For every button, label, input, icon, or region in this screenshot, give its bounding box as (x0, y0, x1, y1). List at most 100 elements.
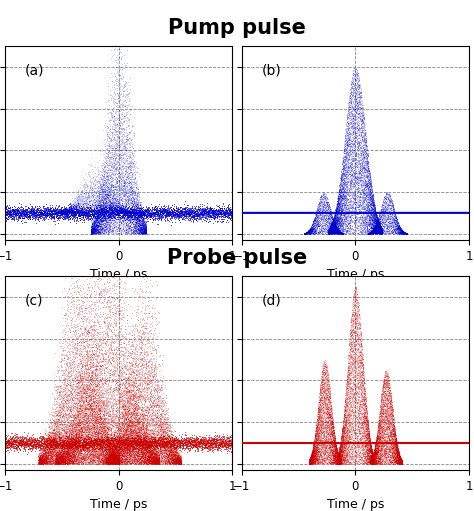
Point (142, 225, 150, 234)
Point (98, 185, 106, 194)
Point (155, 438, 163, 446)
Point (117, 205, 125, 213)
Point (339, 191, 346, 199)
Point (307, 454, 314, 462)
Point (317, 446, 325, 454)
Point (319, 436, 326, 444)
Point (60, 420, 68, 428)
Point (380, 207, 388, 215)
Point (60, 455, 68, 463)
Point (324, 198, 332, 206)
Point (64, 451, 71, 459)
Point (390, 459, 398, 467)
Point (388, 198, 395, 206)
Point (376, 429, 384, 437)
Point (118, 444, 126, 452)
Point (102, 206, 110, 214)
Point (369, 228, 376, 236)
Point (342, 194, 350, 202)
Point (130, 452, 137, 460)
Point (119, 439, 127, 447)
Point (374, 448, 382, 456)
Point (328, 218, 336, 226)
Point (117, 432, 124, 440)
Point (175, 460, 183, 468)
Point (56, 459, 64, 468)
Point (120, 440, 128, 449)
Point (320, 385, 328, 393)
Point (110, 205, 118, 213)
Point (113, 458, 120, 466)
Point (372, 217, 380, 225)
Point (358, 204, 365, 213)
Point (375, 452, 383, 460)
Point (342, 159, 350, 168)
Point (390, 220, 397, 228)
Point (388, 197, 396, 205)
Point (336, 229, 344, 237)
Point (108, 456, 116, 464)
Point (331, 439, 339, 447)
Point (92, 219, 100, 227)
Point (344, 164, 351, 172)
Point (28, 446, 36, 454)
Point (46, 454, 54, 462)
Point (150, 441, 158, 449)
Point (61, 206, 68, 214)
Point (144, 370, 151, 379)
Point (320, 220, 328, 228)
Point (396, 459, 404, 467)
Point (396, 456, 403, 464)
Point (87, 213, 95, 221)
Point (393, 223, 401, 231)
Point (81, 405, 89, 413)
Point (106, 451, 114, 459)
Point (384, 439, 392, 447)
Point (65, 406, 73, 414)
Point (142, 229, 150, 237)
Point (36, 438, 44, 446)
Point (130, 448, 137, 456)
Point (61, 459, 69, 467)
Point (149, 454, 157, 462)
Point (333, 228, 341, 236)
Point (196, 210, 204, 218)
Point (356, 342, 364, 350)
Point (89, 433, 97, 442)
Point (132, 199, 140, 207)
Point (89, 406, 96, 414)
Point (396, 455, 404, 463)
Point (397, 228, 404, 237)
Point (382, 381, 390, 389)
Point (331, 451, 338, 459)
Point (100, 285, 107, 293)
Point (370, 453, 377, 461)
Point (164, 437, 171, 445)
Point (217, 207, 225, 215)
Point (306, 455, 313, 463)
Point (92, 215, 100, 223)
Point (219, 433, 227, 442)
Point (122, 207, 130, 215)
Point (336, 229, 343, 237)
Point (219, 200, 227, 208)
Point (73, 444, 81, 452)
Point (370, 455, 378, 463)
Point (313, 438, 320, 446)
Point (369, 191, 376, 199)
Point (16, 435, 24, 444)
Point (368, 449, 376, 457)
Point (137, 459, 145, 467)
Point (117, 173, 124, 181)
Point (378, 228, 386, 237)
Point (132, 226, 139, 234)
Point (38, 456, 46, 464)
Point (114, 458, 121, 467)
Point (44, 451, 52, 459)
Point (370, 228, 378, 237)
Point (71, 444, 78, 452)
Point (224, 433, 231, 442)
Point (55, 452, 63, 460)
Point (87, 207, 94, 216)
Point (116, 435, 123, 444)
